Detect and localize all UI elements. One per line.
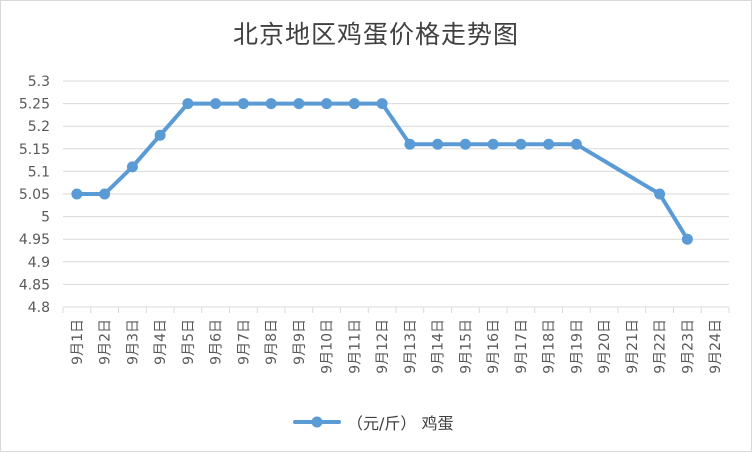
x-tick-label: 9月16日 xyxy=(486,319,502,374)
x-tick-label: 9月10日 xyxy=(320,319,336,374)
data-point xyxy=(432,138,444,150)
data-point xyxy=(182,98,194,110)
x-tick-label: 9月13日 xyxy=(403,319,419,374)
x-tick-label: 9月18日 xyxy=(542,319,558,374)
data-point xyxy=(237,98,249,110)
x-tick-label: 9月8日 xyxy=(264,319,280,365)
y-tick-label: 4.85 xyxy=(19,277,50,293)
data-point xyxy=(321,98,333,110)
data-point xyxy=(681,233,693,245)
x-tick-label: 9月20日 xyxy=(597,319,613,374)
x-tick-label: 9月12日 xyxy=(375,319,391,374)
x-tick-label: 9月22日 xyxy=(653,319,669,374)
data-point xyxy=(487,138,499,150)
x-tick-label: 9月6日 xyxy=(209,319,225,365)
data-point xyxy=(654,188,666,200)
data-point xyxy=(154,129,166,141)
data-point xyxy=(265,98,277,110)
data-point xyxy=(515,138,527,150)
y-tick-label: 4.95 xyxy=(19,232,50,248)
x-tick-label: 9月19日 xyxy=(569,319,585,374)
x-tick-label: 9月3日 xyxy=(125,319,141,365)
x-tick-label: 9月11日 xyxy=(347,319,363,374)
x-tick-label: 9月4日 xyxy=(153,319,169,365)
y-tick-label: 4.8 xyxy=(28,300,50,316)
legend-label: （元/斤） 鸡蛋 xyxy=(347,414,454,433)
chart-legend: （元/斤） 鸡蛋 xyxy=(293,410,453,434)
x-tick-label: 9月1日 xyxy=(70,319,86,365)
x-tick-label: 9月14日 xyxy=(431,319,447,374)
x-tick-label: 9月9日 xyxy=(292,319,308,365)
y-tick-label: 5.3 xyxy=(28,74,50,90)
y-tick-label: 5.2 xyxy=(28,119,50,135)
x-tick-label: 9月23日 xyxy=(680,319,696,374)
x-tick-label: 9月24日 xyxy=(708,319,724,374)
y-tick-label: 5.15 xyxy=(19,142,50,158)
data-point xyxy=(71,188,83,200)
y-tick-label: 4.9 xyxy=(28,255,50,271)
y-tick-label: 5.05 xyxy=(19,187,50,203)
x-tick-label: 9月15日 xyxy=(458,319,474,374)
data-point xyxy=(348,98,360,110)
data-point xyxy=(126,161,138,173)
data-point xyxy=(404,138,416,150)
data-point xyxy=(293,98,305,110)
x-tick-label: 9月5日 xyxy=(181,319,197,365)
x-tick-label: 9月2日 xyxy=(98,319,114,365)
y-tick-label: 5.25 xyxy=(19,97,50,113)
y-tick-label: 5.1 xyxy=(28,164,50,180)
data-point xyxy=(459,138,471,150)
x-tick-label: 9月7日 xyxy=(236,319,252,365)
legend-line-marker xyxy=(293,416,341,428)
y-tick-label: 5 xyxy=(41,210,50,226)
x-tick-label: 9月21日 xyxy=(625,319,641,374)
data-point xyxy=(543,138,555,150)
chart-title: 北京地区鸡蛋价格走势图 xyxy=(232,20,519,49)
data-point xyxy=(570,138,582,150)
data-point xyxy=(376,98,388,110)
data-point xyxy=(99,188,111,200)
data-point xyxy=(210,98,222,110)
x-tick-label: 9月17日 xyxy=(514,319,530,374)
